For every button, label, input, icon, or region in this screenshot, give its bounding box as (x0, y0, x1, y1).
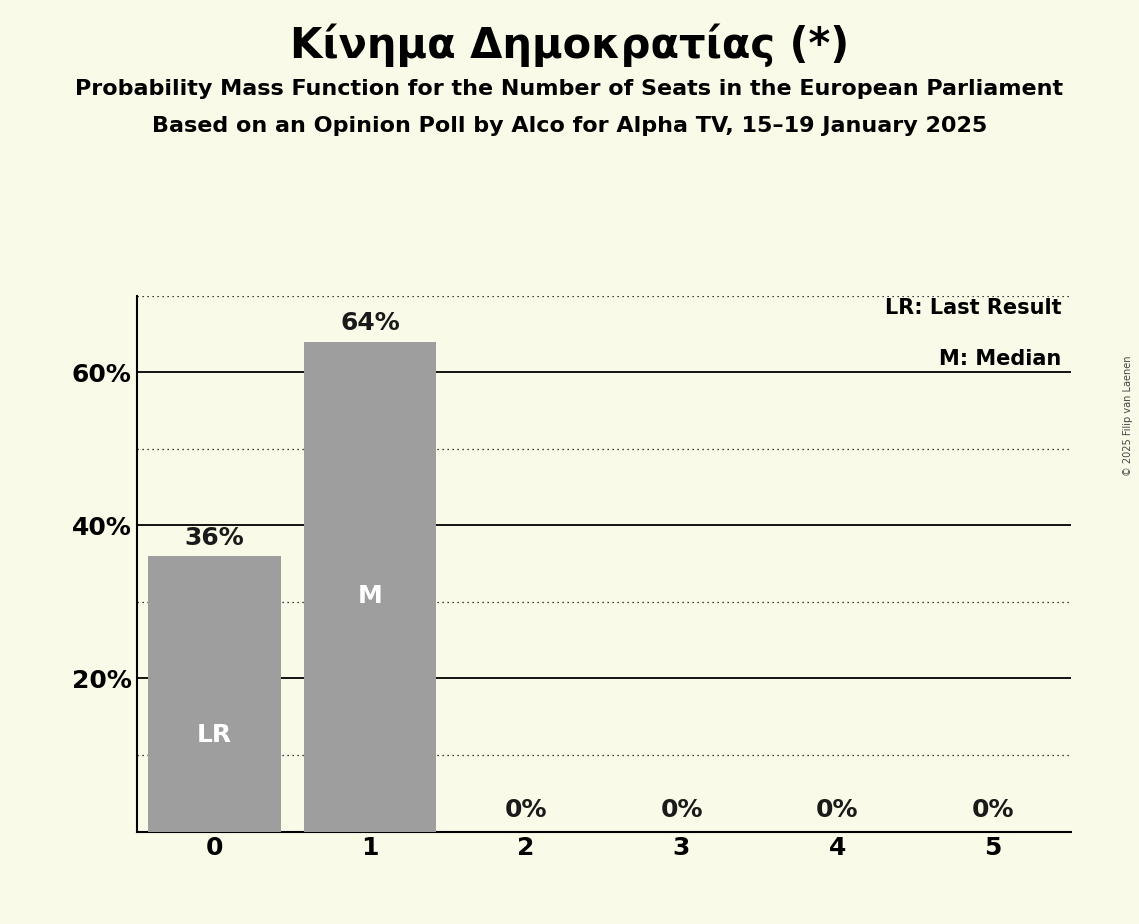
Text: 36%: 36% (185, 526, 245, 550)
Text: LR: Last Result: LR: Last Result (885, 298, 1062, 319)
Text: M: M (358, 584, 383, 608)
Text: M: Median: M: Median (939, 349, 1062, 370)
Bar (148, 556, 280, 832)
Text: Probability Mass Function for the Number of Seats in the European Parliament: Probability Mass Function for the Number… (75, 79, 1064, 99)
Text: Κίνημα Δημοκρατίας (*): Κίνημα Δημοκρατίας (*) (289, 23, 850, 67)
Text: 0%: 0% (816, 798, 859, 822)
Text: 0%: 0% (661, 798, 703, 822)
Text: 64%: 64% (341, 311, 400, 335)
Bar (304, 342, 436, 832)
Text: LR: LR (197, 723, 232, 748)
Text: 0%: 0% (972, 798, 1014, 822)
Text: © 2025 Filip van Laenen: © 2025 Filip van Laenen (1123, 356, 1133, 476)
Text: 0%: 0% (505, 798, 547, 822)
Text: Based on an Opinion Poll by Alco for Alpha TV, 15–19 January 2025: Based on an Opinion Poll by Alco for Alp… (151, 116, 988, 136)
